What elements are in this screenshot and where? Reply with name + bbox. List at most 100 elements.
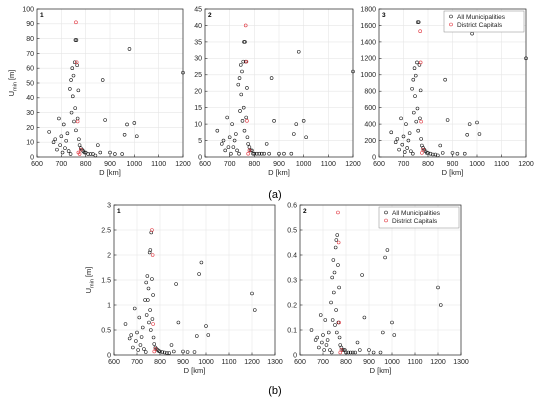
- legend-entry: District Capitals: [392, 218, 438, 225]
- all-municipalities-point: [181, 70, 185, 75]
- all-municipalities-point: [167, 351, 171, 355]
- all-municipalities-point: [199, 260, 204, 265]
- all-municipalities-point: [250, 148, 254, 153]
- all-municipalities-point: [204, 324, 208, 328]
- all-municipalities-point: [127, 336, 132, 341]
- all-municipalities-point: [136, 348, 140, 352]
- all-municipalities-point: [264, 142, 269, 146]
- all-municipalities-point: [195, 334, 199, 338]
- all-municipalities-point: [324, 343, 329, 347]
- all-municipalities-point: [150, 277, 154, 281]
- all-municipalities-point: [389, 130, 394, 135]
- x-tick-label: 700: [398, 161, 410, 168]
- all-municipalities-point: [470, 31, 474, 36]
- scatter-panel-3: 600 700 800 900 1000 1100 1200 0 200 400 600 800 100…: [360, 6, 533, 177]
- all-municipalities-point: [146, 286, 151, 291]
- caption-a: (a): [268, 189, 281, 201]
- district-capital-point: [244, 59, 249, 64]
- all-municipalities-point: [172, 349, 176, 354]
- all-municipalities-point: [219, 142, 224, 146]
- all-municipalities-point: [72, 119, 76, 124]
- district-capital-point: [339, 348, 344, 352]
- all-municipalities-point: [309, 328, 314, 332]
- all-municipalities-point: [259, 151, 264, 156]
- y-tick-label: 25: [194, 72, 202, 79]
- all-municipalities-point: [431, 152, 435, 157]
- all-municipalities-point: [221, 138, 226, 143]
- x-tick-label: 700: [131, 359, 143, 366]
- all-municipalities-point: [438, 303, 443, 307]
- all-municipalities-point: [55, 147, 59, 152]
- all-municipalities-point: [329, 350, 334, 355]
- all-municipalities-point: [406, 138, 411, 143]
- y-tick-label: 3: [107, 202, 111, 209]
- all-municipalities-point: [242, 40, 246, 44]
- x-tick-label: 800: [248, 161, 260, 168]
- y-tick-label: 0.1: [287, 327, 297, 334]
- all-municipalities-point: [330, 318, 335, 322]
- x-tick-label: 1200: [244, 359, 260, 366]
- x-axis-label: D [km]: [268, 168, 290, 177]
- district-capital-point: [420, 151, 424, 155]
- all-municipalities-point: [416, 20, 421, 24]
- scatter-panel-2: 600 700 800 900 1000 1100 1200 0 5 10 15 20 25 30 35 40…: [194, 6, 361, 177]
- all-municipalities-point: [108, 150, 112, 155]
- all-municipalities-point: [415, 106, 420, 111]
- all-municipalities-point: [151, 293, 155, 297]
- all-municipalities-point: [344, 350, 348, 355]
- all-municipalities-point: [66, 149, 71, 153]
- all-municipalities-point: [330, 275, 334, 280]
- all-municipalities-point: [140, 325, 145, 330]
- all-municipalities-point: [240, 119, 245, 123]
- x-tick-label: 900: [273, 161, 285, 168]
- all-municipalities-point: [248, 148, 253, 153]
- all-municipalities-point: [367, 348, 371, 352]
- all-municipalities-point: [337, 335, 342, 340]
- district-capital-point: [418, 60, 423, 65]
- all-municipalities-point: [410, 86, 414, 91]
- all-municipalities-point: [73, 38, 78, 42]
- all-municipalities-point: [240, 69, 244, 74]
- all-municipalities-point: [158, 349, 162, 354]
- all-municipalities-point: [353, 350, 357, 355]
- panel-label: 2: [208, 12, 212, 19]
- all-municipalities-point: [132, 306, 137, 311]
- all-municipalities-point: [335, 330, 339, 335]
- all-municipalities-point: [400, 142, 405, 147]
- all-municipalities-point: [150, 317, 155, 321]
- district-capital-point: [243, 23, 248, 28]
- all-municipalities-point: [355, 340, 360, 345]
- panel-label: 1: [117, 208, 121, 215]
- all-municipalities-point: [277, 151, 281, 156]
- y-tick-label: 1000: [360, 72, 376, 79]
- all-municipalities-point: [148, 308, 152, 312]
- all-municipalities-point: [68, 87, 72, 91]
- x-tick-label: 1100: [221, 359, 236, 366]
- all-municipalities-point: [296, 49, 301, 54]
- x-tick-label: 800: [422, 161, 434, 168]
- all-municipalities-point: [239, 92, 244, 97]
- y-tick-label: 400: [364, 122, 376, 129]
- all-municipalities-point: [402, 150, 407, 154]
- all-municipalities-point: [88, 152, 93, 156]
- all-municipalities-point: [113, 152, 117, 156]
- all-municipalities-point: [467, 122, 472, 126]
- all-municipalities-point: [82, 150, 87, 155]
- y-tick-label: 35: [194, 39, 202, 46]
- all-municipalities-point: [215, 128, 220, 133]
- y-tick-label: 70: [26, 51, 34, 58]
- district-capital-point: [421, 147, 425, 152]
- all-municipalities-point: [251, 151, 255, 156]
- all-municipalities-point: [336, 263, 340, 267]
- all-municipalities-point: [245, 86, 249, 90]
- all-municipalities-point: [77, 137, 81, 142]
- all-municipalities-point: [411, 151, 415, 156]
- y-tick-label: 20: [194, 89, 202, 96]
- all-municipalities-point: [147, 320, 151, 325]
- x-tick-label: 600: [373, 161, 385, 168]
- y-tick-label: 1200: [360, 56, 376, 63]
- all-municipalities-point: [358, 348, 362, 352]
- legend-box: [443, 10, 525, 33]
- all-municipalities-point: [236, 82, 241, 87]
